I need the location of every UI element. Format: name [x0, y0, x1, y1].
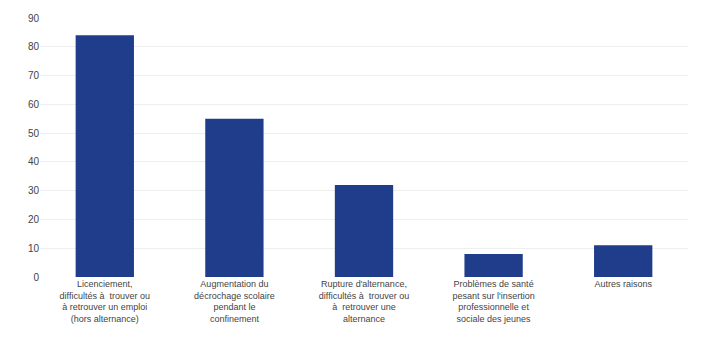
svg-text:40: 40: [28, 156, 40, 167]
svg-text:0: 0: [33, 272, 39, 283]
svg-text:30: 30: [28, 185, 40, 196]
svg-text:10: 10: [28, 243, 40, 254]
svg-text:20: 20: [28, 214, 40, 225]
svg-text:90: 90: [28, 13, 40, 24]
svg-text:Licenciement,difficultés à tr: Licenciement,difficultés à trouver ouà r…: [60, 279, 150, 324]
svg-text:Rupture d'alternance,difficult: Rupture d'alternance,difficultés à trouv…: [319, 279, 409, 324]
svg-text:Augmentation dudécrochage scol: Augmentation dudécrochage scolairependan…: [194, 279, 275, 324]
svg-text:50: 50: [28, 128, 40, 139]
svg-text:60: 60: [28, 99, 40, 110]
svg-text:Autres raisons: Autres raisons: [594, 279, 652, 289]
svg-text:Problèmes de santépesant sur l: Problèmes de santépesant sur l'insertion…: [452, 279, 534, 324]
svg-text:80: 80: [28, 41, 40, 52]
svg-text:70: 70: [28, 70, 40, 81]
